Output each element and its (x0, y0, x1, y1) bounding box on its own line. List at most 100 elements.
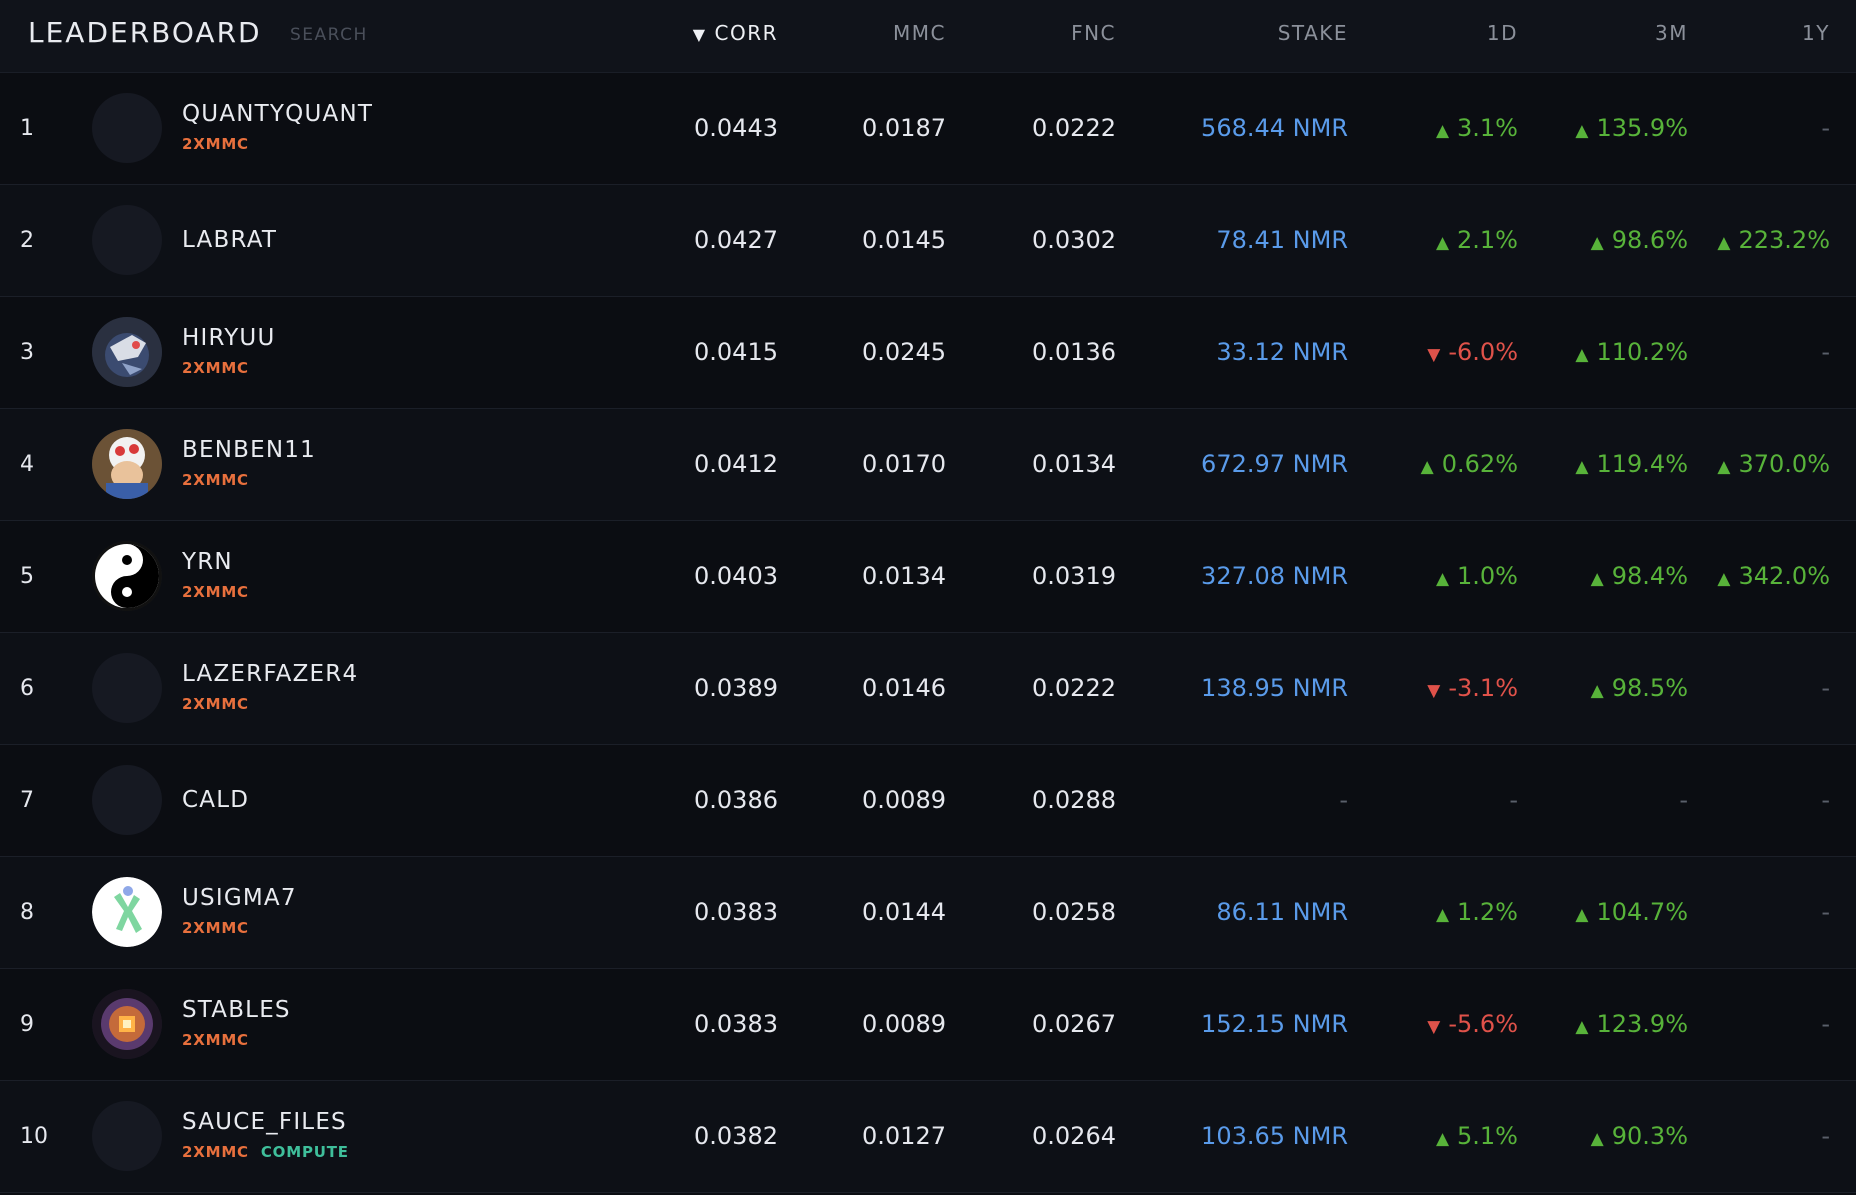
stake-value: 78.41 NMR (1216, 226, 1348, 254)
username-link[interactable]: CALD (182, 787, 250, 813)
mmc-tag: 2XMMC (182, 583, 249, 601)
change-3m: ▲ 90.3% (1591, 1081, 1688, 1195)
username-link[interactable]: LABRAT (182, 227, 278, 253)
rank: 1 (20, 116, 34, 141)
avatar[interactable] (92, 317, 162, 387)
triangle-up-icon: ▲ (1435, 233, 1450, 253)
tag-list: 2XMMC (182, 135, 261, 153)
table-row[interactable]: 9 STABLES 2XMMC 0.0383 0.0089 0.0267 152.15 NM… (0, 969, 1856, 1081)
change-text: - (1821, 898, 1830, 926)
mmc-value: 0.0170 (862, 450, 946, 478)
mmc-tag: 2XMMC (182, 1143, 249, 1161)
change-text: 98.5% (1611, 674, 1688, 702)
avatar[interactable] (92, 205, 162, 275)
table-row[interactable]: 10 SAUCE_FILES 2XMMC COMPUTE 0.0382 0.0127 0.0… (0, 1081, 1856, 1193)
table-row[interactable]: 4 BENBEN11 2XMMC 0.0412 0.0170 0.0134 672.97 N… (0, 409, 1856, 521)
table-row[interactable]: 6 LAZERFAZER4 2XMMC 0.0389 0.0146 0.0222 138.9… (0, 633, 1856, 745)
change-text: 1.2% (1457, 898, 1518, 926)
corr-value: 0.0443 (694, 114, 778, 142)
column-header-label: CORR (714, 21, 778, 45)
table-row[interactable]: 2 LABRAT 0.0427 0.0145 0.0302 78.41 NMR ▲ 2.1% ▲… (0, 185, 1856, 297)
table-row[interactable]: 1 QUANTYQUANT 2XMMC 0.0443 0.0187 0.0222 568.4… (0, 73, 1856, 185)
column-header-stake[interactable]: STAKE (1277, 21, 1348, 45)
search-input[interactable] (288, 24, 492, 46)
username-link[interactable]: STABLES (182, 997, 291, 1023)
username-link[interactable]: YRN (182, 549, 233, 575)
change-3m: ▲ 104.7% (1575, 857, 1688, 971)
column-header-mmc[interactable]: MMC (893, 21, 946, 45)
change-text: 342.0% (1738, 562, 1830, 590)
change-text: 5.1% (1457, 1122, 1518, 1150)
change-3m: ▲ 123.9% (1575, 969, 1688, 1083)
username-link[interactable]: BENBEN11 (182, 437, 316, 463)
triangle-up-icon: ▲ (1575, 345, 1589, 365)
stake-value: 103.65 NMR (1201, 1122, 1348, 1150)
change-text: 119.4% (1596, 450, 1688, 478)
leaderboard-table: 1 QUANTYQUANT 2XMMC 0.0443 0.0187 0.0222 568.4… (0, 73, 1856, 1193)
avatar[interactable] (92, 765, 162, 835)
mmc-tag: 2XMMC (182, 359, 249, 377)
rank: 3 (20, 340, 34, 365)
column-header-1y[interactable]: 1Y (1802, 21, 1830, 45)
username-link[interactable]: USIGMA7 (182, 885, 297, 911)
column-header-3m[interactable]: 3M (1655, 21, 1688, 45)
triangle-down-icon: ▼ (1427, 345, 1441, 365)
change-1y: - (1821, 1081, 1830, 1192)
column-header-corr[interactable]: ▼ CORR (693, 21, 778, 45)
triangle-down-icon: ▼ (1427, 681, 1441, 701)
avatar[interactable] (92, 989, 162, 1059)
triangle-up-icon: ▲ (1420, 457, 1434, 477)
change-3m: ▲ 98.6% (1591, 185, 1688, 299)
avatar[interactable] (92, 93, 162, 163)
avatar[interactable] (92, 653, 162, 723)
table-row[interactable]: 8 USIGMA7 2XMMC 0.0383 0.0144 0.0258 86.11 NMR… (0, 857, 1856, 969)
mmc-value: 0.0144 (862, 898, 946, 926)
column-header-fnc[interactable]: FNC (1071, 21, 1116, 45)
change-text: 2.1% (1457, 226, 1518, 254)
table-row[interactable]: 5 YRN 2XMMC 0.0403 0.0134 0.0319 327.08 NMR ▲ 1.… (0, 521, 1856, 633)
change-1d: ▼ -3.1% (1427, 633, 1518, 747)
triangle-up-icon: ▲ (1435, 1129, 1450, 1149)
table-row[interactable]: 7 CALD 0.0386 0.0089 0.0288 - - - - (0, 745, 1856, 857)
corr-value: 0.0386 (694, 786, 778, 814)
corr-value: 0.0415 (694, 338, 778, 366)
change-3m: ▲ 110.2% (1575, 297, 1688, 411)
fnc-value: 0.0264 (1032, 1122, 1116, 1150)
fnc-value: 0.0222 (1032, 114, 1116, 142)
triangle-up-icon: ▲ (1717, 569, 1731, 589)
change-1d: ▲ 2.1% (1436, 185, 1518, 299)
triangle-down-icon: ▼ (1427, 1017, 1441, 1037)
username-link[interactable]: HIRYUU (182, 325, 276, 351)
mmc-tag: 2XMMC (182, 1031, 249, 1049)
stake-value: - (1339, 786, 1348, 814)
username-link[interactable]: LAZERFAZER4 (182, 661, 359, 687)
tag-list: 2XMMC COMPUTE (182, 1143, 349, 1161)
rank: 7 (20, 788, 34, 813)
username-link[interactable]: SAUCE_FILES (182, 1109, 347, 1135)
rank: 6 (20, 676, 34, 701)
change-text: - (1821, 1122, 1830, 1150)
tag-list: 2XMMC (182, 1031, 261, 1049)
rank: 10 (20, 1124, 48, 1149)
triangle-up-icon: ▲ (1717, 233, 1731, 253)
stake-value: 568.44 NMR (1201, 114, 1348, 142)
avatar[interactable] (92, 429, 162, 499)
mmc-value: 0.0187 (862, 114, 946, 142)
column-header-1d[interactable]: 1D (1486, 21, 1518, 45)
change-text: -6.0% (1448, 338, 1518, 366)
username-link[interactable]: QUANTYQUANT (182, 101, 374, 127)
avatar[interactable] (92, 541, 162, 611)
mmc-tag: 2XMMC (182, 695, 249, 713)
tag-list: 2XMMC (182, 919, 261, 937)
mmc-tag: 2XMMC (182, 471, 249, 489)
stake-value: 327.08 NMR (1201, 562, 1348, 590)
change-text: - (1509, 786, 1518, 814)
avatar[interactable] (92, 1101, 162, 1171)
table-row[interactable]: 3 HIRYUU 2XMMC 0.0415 0.0245 0.0136 33.12 NMR ▼… (0, 297, 1856, 409)
change-text: 135.9% (1596, 114, 1688, 142)
avatar[interactable] (92, 877, 162, 947)
change-3m: ▲ 119.4% (1575, 409, 1688, 523)
change-1d: ▼ -5.6% (1427, 969, 1518, 1083)
rank: 8 (20, 900, 34, 925)
fnc-value: 0.0319 (1032, 562, 1116, 590)
